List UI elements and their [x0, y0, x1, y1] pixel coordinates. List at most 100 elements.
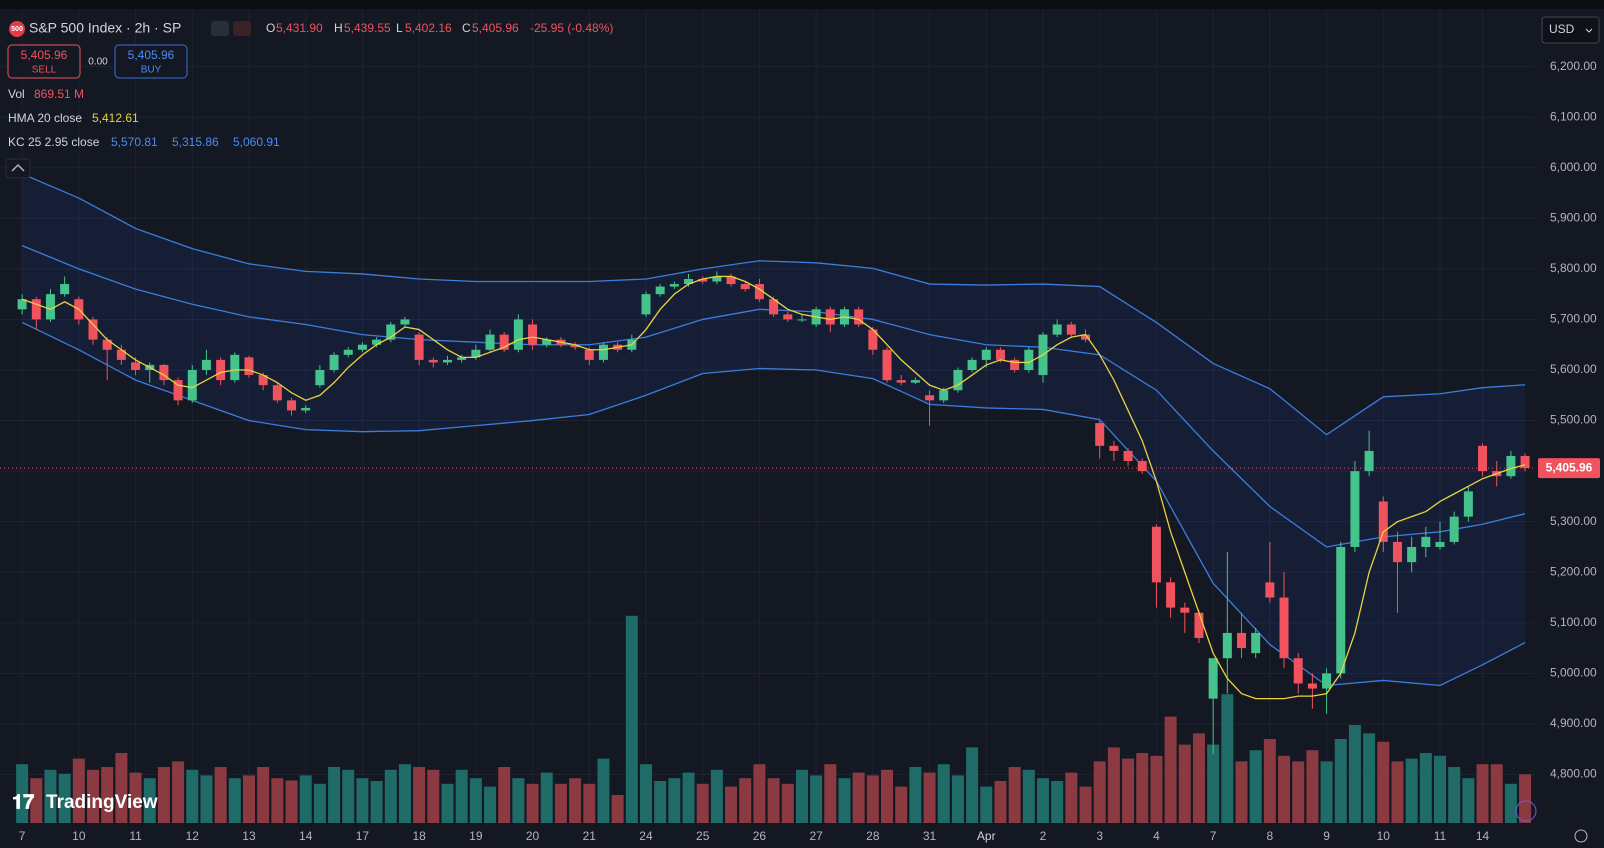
volume-bar [1107, 747, 1120, 823]
volume-bar [328, 767, 341, 823]
candle-body [1052, 324, 1062, 335]
last-price-label: 5,405.96 [1546, 460, 1593, 474]
candle-body [457, 357, 467, 360]
brand-icon: 𝟏𝟕 [12, 791, 34, 813]
y-tick-label: 5,000.00 [1550, 666, 1597, 680]
volume-bar [299, 775, 312, 823]
candle-body [315, 370, 325, 386]
volume-bar [1051, 781, 1064, 823]
candle-body [542, 339, 552, 345]
buy-button[interactable] [114, 44, 188, 79]
x-tick-label: 9 [1323, 829, 1330, 843]
sell-button[interactable] [7, 44, 81, 79]
kc-upper-line [21, 173, 1526, 436]
x-tick-label: 20 [526, 829, 540, 843]
candle-body [244, 357, 254, 376]
compare-button[interactable] [233, 21, 251, 36]
candle-body [655, 286, 665, 295]
volume-bar [966, 747, 979, 823]
x-tick-label: 10 [72, 829, 86, 843]
candle-body [868, 329, 878, 350]
x-tick-label: 3 [1096, 829, 1103, 843]
settings-button[interactable] [1574, 829, 1588, 843]
volume-bar [526, 783, 539, 823]
candle-body [1435, 541, 1445, 547]
candle-body [598, 344, 608, 360]
candle-body [45, 294, 55, 320]
x-tick-label: 7 [1210, 829, 1217, 843]
kc-upper-value: 5,570.81 [111, 135, 158, 149]
candle-body [272, 385, 282, 401]
volume-bar [498, 767, 511, 823]
candle-body [1350, 471, 1360, 547]
candle-body [1293, 658, 1303, 684]
volume-bar [1476, 764, 1489, 823]
volume-bar [895, 786, 908, 823]
high-label: H [334, 21, 343, 35]
x-tick-label: 11 [129, 829, 142, 843]
x-tick-label: 10 [1377, 829, 1391, 843]
kc-middle-line [21, 245, 1526, 548]
y-tick-label: 5,800.00 [1550, 261, 1597, 275]
top-bar [0, 0, 1604, 9]
volume-bar [554, 783, 567, 823]
candle-body [669, 284, 679, 287]
volume-bar [384, 769, 397, 823]
y-tick-label: 6,000.00 [1550, 160, 1597, 174]
collapse-icon [11, 163, 25, 172]
volume-bar [342, 769, 355, 823]
candle-body [1336, 546, 1346, 674]
volume-bar [1178, 744, 1191, 823]
collapse-button[interactable] [5, 158, 31, 179]
candle-body [1010, 359, 1020, 370]
buy-label: BUY [141, 65, 162, 76]
x-tick-label: 8 [1267, 829, 1274, 843]
candle-body [1392, 541, 1402, 563]
volume-bar [994, 781, 1007, 823]
candle-body [1322, 673, 1332, 689]
candle-body [1307, 683, 1317, 689]
candle-body [386, 324, 396, 340]
x-tick-label: 26 [753, 829, 767, 843]
candle-body [499, 334, 509, 350]
volume-bar [484, 786, 497, 823]
brand: TradingView [46, 792, 158, 813]
y-tick-label: 5,500.00 [1550, 413, 1597, 427]
assistant-button[interactable] [1515, 800, 1537, 822]
volume-bar [881, 769, 894, 823]
x-tick-label: Apr [977, 829, 996, 843]
volume-bar [101, 767, 114, 823]
volume-bar [72, 758, 85, 823]
volume-bar [696, 783, 709, 823]
currency-button[interactable] [1541, 16, 1600, 44]
candle-body [258, 375, 268, 386]
volume-bar [1448, 767, 1461, 823]
symbol-badge: 500 [11, 26, 23, 33]
volume-bar [455, 769, 468, 823]
toggle-button[interactable] [211, 21, 229, 36]
volume-bar [271, 778, 284, 823]
volume-bar [852, 772, 865, 823]
y-tick-label: 5,900.00 [1550, 210, 1597, 224]
volume-bar [810, 775, 823, 823]
candle-body [754, 284, 764, 300]
candle-body [1506, 455, 1516, 477]
y-tick-label: 5,200.00 [1550, 564, 1597, 578]
candle-body [1109, 445, 1119, 451]
volume-bar [16, 764, 29, 823]
candle-body [712, 276, 722, 282]
volume-bar [1334, 739, 1347, 823]
volume-bar [1419, 753, 1432, 823]
candle-body [740, 284, 750, 290]
sell-price: 5,405.96 [21, 48, 68, 62]
y-tick-label: 4,900.00 [1550, 716, 1597, 730]
volume-bar [1405, 758, 1418, 823]
vol-name: Vol [8, 87, 25, 101]
y-tick-label: 6,100.00 [1550, 109, 1597, 123]
volume-bar [668, 778, 681, 823]
volume-bar [1093, 761, 1106, 823]
x-tick-label: 24 [639, 829, 653, 843]
candle-body [1208, 658, 1218, 699]
volume-bar [540, 772, 553, 823]
volume-bar [143, 778, 156, 823]
